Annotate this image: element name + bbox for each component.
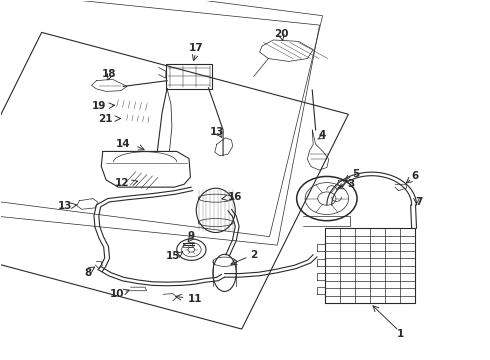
Text: 7: 7 — [416, 197, 423, 207]
Text: 19: 19 — [92, 101, 106, 111]
Text: 20: 20 — [274, 28, 289, 39]
Text: 1: 1 — [397, 329, 405, 339]
Text: 6: 6 — [411, 171, 418, 181]
Text: 18: 18 — [102, 68, 117, 78]
Text: 8: 8 — [84, 268, 92, 278]
Text: 13: 13 — [57, 201, 72, 211]
Text: 13: 13 — [210, 127, 224, 137]
Text: 9: 9 — [188, 231, 195, 242]
Text: 3: 3 — [347, 179, 355, 189]
Text: 4: 4 — [318, 130, 326, 140]
Text: 21: 21 — [98, 113, 113, 123]
Text: 5: 5 — [352, 168, 360, 179]
Text: 11: 11 — [188, 294, 202, 303]
Text: 12: 12 — [115, 178, 129, 188]
Text: 17: 17 — [189, 43, 203, 53]
Text: 14: 14 — [116, 139, 130, 149]
Text: 15: 15 — [166, 251, 180, 261]
Text: 16: 16 — [228, 192, 243, 202]
Text: 10: 10 — [110, 289, 124, 298]
Text: 2: 2 — [250, 250, 257, 260]
